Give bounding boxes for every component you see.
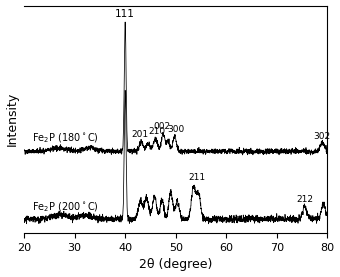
Text: Fe$_2$P (180$^\circ$C): Fe$_2$P (180$^\circ$C)	[32, 132, 99, 145]
Text: 002: 002	[154, 122, 171, 131]
Text: 302: 302	[314, 132, 331, 141]
Text: 210: 210	[149, 127, 166, 136]
Text: 211: 211	[188, 173, 206, 182]
Text: 201: 201	[131, 130, 149, 139]
Text: 212: 212	[296, 195, 313, 204]
Text: Fe$_2$P (200$^\circ$C): Fe$_2$P (200$^\circ$C)	[32, 200, 99, 214]
Text: 111: 111	[115, 9, 135, 19]
Text: 300: 300	[167, 125, 184, 134]
X-axis label: 2θ (degree): 2θ (degree)	[139, 258, 212, 271]
Y-axis label: Intensity: Intensity	[5, 92, 19, 147]
